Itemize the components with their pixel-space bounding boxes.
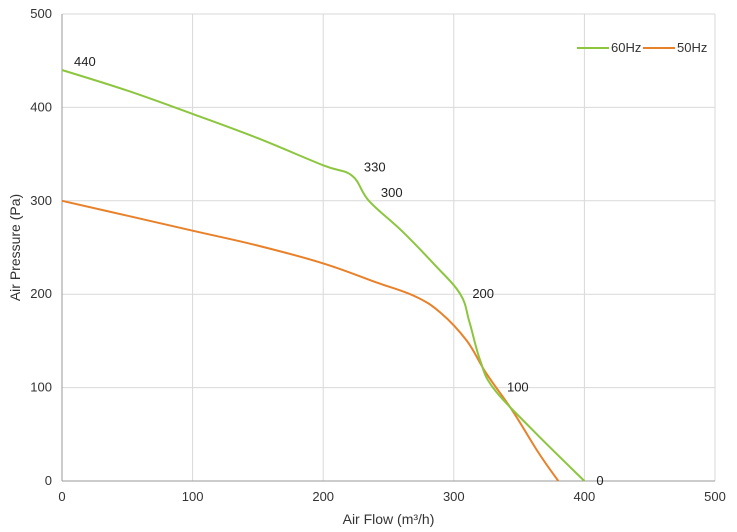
data-labels: 440 330 300 200 100 0 [74, 54, 604, 488]
series-line-60hz [61, 69, 586, 482]
data-label: 0 [596, 473, 603, 488]
y-tick-label: 500 [30, 6, 52, 21]
data-label: 440 [74, 54, 96, 69]
series-lines [61, 69, 586, 482]
axes: 0 100 200 300 400 500 0 100 200 300 400 500 [30, 6, 726, 504]
data-label: 200 [472, 286, 494, 301]
data-label: 330 [364, 160, 386, 175]
y-tick-label: 300 [30, 193, 52, 208]
x-tick-label: 400 [574, 489, 596, 504]
legend-label-60hz: 60Hz [611, 40, 641, 55]
y-tick-label: 0 [45, 473, 52, 488]
legend: 60Hz 50Hz [577, 40, 707, 55]
y-axis-title: Air Pressure (Pa) [7, 194, 23, 301]
series-line-50hz [61, 199, 560, 482]
grid [61, 13, 716, 482]
y-tick-label: 100 [30, 380, 52, 395]
y-tick-label: 400 [30, 99, 52, 114]
x-tick-label: 200 [312, 489, 334, 504]
legend-label-50hz: 50Hz [677, 40, 707, 55]
data-label: 100 [507, 380, 529, 395]
data-label: 300 [381, 185, 403, 200]
x-tick-label: 300 [443, 489, 465, 504]
x-tick-label: 0 [58, 489, 65, 504]
x-tick-label: 500 [704, 489, 726, 504]
x-tick-label: 100 [182, 489, 204, 504]
x-axis-title: Air Flow (m³/h) [343, 511, 435, 527]
y-tick-label: 200 [30, 286, 52, 301]
